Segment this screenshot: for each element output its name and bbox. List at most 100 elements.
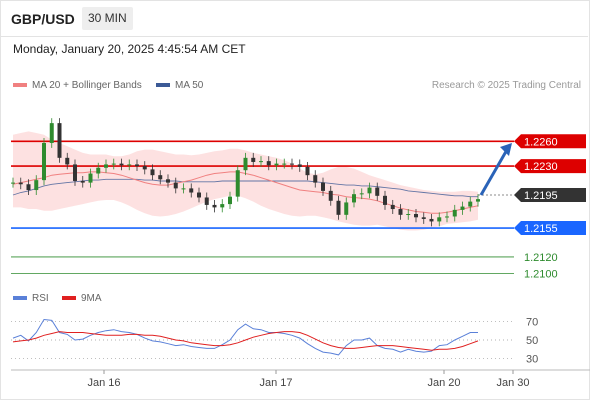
candle-body [421, 217, 426, 219]
rsi-ma-line [12, 331, 479, 351]
rsi-legend: RSI [13, 293, 49, 304]
rsi-line [12, 318, 478, 356]
candle-body [173, 182, 178, 189]
candle-body [204, 197, 209, 205]
candle-body [88, 173, 93, 183]
candle-body [445, 216, 449, 218]
chart-header: GBP/USD 30 MIN [0, 0, 588, 37]
x-tick-label: Jan 30 [496, 377, 529, 389]
price-label-1.2260: 1.2260 [524, 136, 558, 148]
price-tag-1.2155 [514, 221, 586, 236]
candle-body [305, 166, 310, 176]
ma50-swatch [156, 83, 170, 88]
candle-body [367, 187, 372, 194]
candle-body [42, 142, 46, 181]
rsi-ma-legend: 9MA [62, 293, 102, 304]
ma50-legend: MA 50 [156, 80, 203, 91]
candle-body [290, 163, 294, 165]
candle-body [11, 182, 15, 184]
candle-body [158, 175, 163, 180]
rsi-tick-30: 30 [526, 354, 538, 366]
candle-body [266, 161, 271, 166]
x-tick-label: Jan 17 [259, 377, 292, 389]
candle-body [344, 202, 349, 215]
candle-body [166, 179, 170, 183]
ma20-legend: MA 20 + Bollinger Bands [13, 80, 142, 91]
candle-body [352, 194, 356, 203]
candle-body [189, 188, 194, 193]
price-tag-1.2260 [514, 134, 586, 149]
ma20-legend-label: MA 20 + Bollinger Bands [32, 80, 142, 91]
chart-datetime: Monday, January 20, 2025 4:45:54 AM CET [13, 42, 246, 56]
candle-body [336, 200, 341, 215]
ma20-swatch [13, 83, 27, 88]
candle-body [18, 182, 23, 185]
candle-body [437, 217, 442, 222]
candle-body [243, 157, 248, 171]
candle-body [135, 164, 139, 167]
candle-body [49, 123, 54, 143]
timeframe-badge[interactable]: 30 MIN [82, 7, 133, 30]
candle-body [142, 166, 147, 170]
x-tick-label: Jan 20 [427, 377, 460, 389]
candle-body [383, 195, 387, 205]
forecast-arrow-shaft [479, 147, 510, 196]
rsi-ma-legend-label: 9MA [81, 293, 102, 304]
candle-body [228, 196, 232, 205]
candle-body [414, 214, 418, 218]
forecast-arrow-head [500, 142, 512, 156]
candle-body [398, 209, 403, 215]
rsi-legend-label: RSI [32, 293, 49, 304]
candle-body [96, 167, 101, 174]
price-label-1.2195: 1.2195 [524, 190, 558, 202]
x-tick-label: Jan 16 [87, 377, 120, 389]
rsi-tick-70: 70 [526, 316, 538, 328]
candle-body [297, 164, 302, 167]
candle-body [197, 192, 201, 198]
candle-body [406, 214, 411, 215]
candle-body [274, 163, 279, 166]
candle-body [460, 206, 465, 210]
rsi-tick-50: 50 [526, 335, 538, 347]
candle-body [104, 164, 108, 168]
currency-pair-title: GBP/USD [11, 11, 75, 27]
candle-body [73, 164, 77, 181]
candle-body [328, 190, 333, 201]
candle-body [359, 193, 364, 195]
price-label-1.2155: 1.2155 [524, 223, 558, 235]
candle-body [452, 209, 457, 217]
candle-body [26, 184, 31, 191]
candle-body [212, 204, 217, 208]
candle-body [476, 199, 480, 202]
price-label-1.2100: 1.2100 [524, 268, 558, 280]
rsi-ma-swatch [62, 296, 76, 301]
candle-body [111, 163, 116, 165]
rsi-swatch [13, 296, 27, 301]
candle-body [313, 175, 318, 183]
price-label-1.2120: 1.2120 [524, 252, 558, 264]
candle-body [375, 187, 380, 196]
candle-body [57, 123, 62, 158]
research-credit: Research © 2025 Trading Central [431, 80, 581, 91]
price-label-1.2230: 1.2230 [524, 161, 558, 173]
ma50-legend-label: MA 50 [175, 80, 204, 91]
candle-body [390, 204, 395, 210]
candle-body [429, 218, 434, 222]
candle-body [181, 188, 186, 190]
candle-body [251, 157, 256, 162]
candle-body [34, 180, 39, 191]
candle-body [235, 170, 240, 197]
candle-body [282, 163, 287, 165]
candle-body [127, 164, 132, 166]
candle-body [80, 180, 85, 183]
candle-body [65, 157, 70, 165]
candle-body [119, 163, 124, 166]
candle-body [259, 161, 263, 163]
candle-body [468, 201, 473, 207]
candle-body [321, 182, 325, 191]
candle-body [220, 204, 225, 208]
candle-body [150, 169, 155, 176]
price-tag-1.2195 [514, 188, 586, 202]
price-tag-1.2230 [514, 159, 586, 174]
